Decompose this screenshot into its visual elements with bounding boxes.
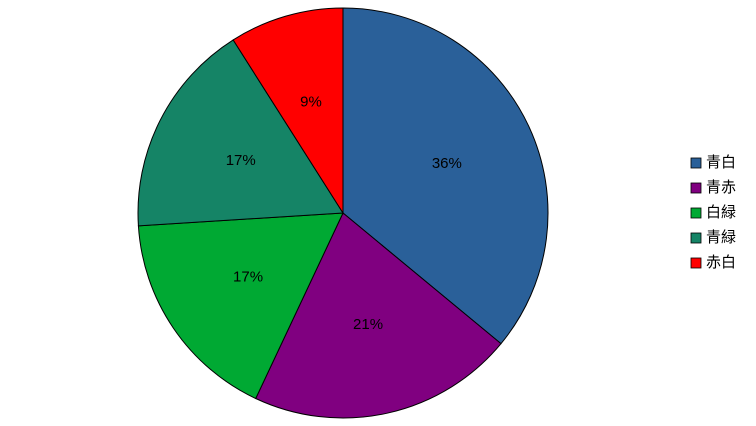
legend-swatch (690, 257, 702, 269)
legend-label: 赤白 (706, 254, 736, 271)
pie-slice (342, 7, 549, 345)
slice-label: 9% (300, 94, 322, 111)
slice-label: 36% (432, 155, 462, 172)
legend-swatch (690, 232, 702, 244)
pie-slice (255, 212, 502, 419)
legend-swatch (690, 157, 702, 169)
legend-label: 青緑 (706, 229, 736, 246)
legend-label: 青白 (706, 154, 736, 171)
pie-slice (232, 7, 344, 215)
slice-label: 17% (226, 152, 256, 169)
legend-label: 白緑 (706, 204, 736, 221)
slice-label: 17% (233, 268, 263, 285)
pie-slice (137, 39, 344, 227)
legend-swatch (690, 182, 702, 194)
legend-swatch (690, 207, 702, 219)
pie-slice (137, 212, 344, 400)
slice-label: 21% (353, 316, 383, 333)
legend-label: 青赤 (706, 179, 736, 196)
